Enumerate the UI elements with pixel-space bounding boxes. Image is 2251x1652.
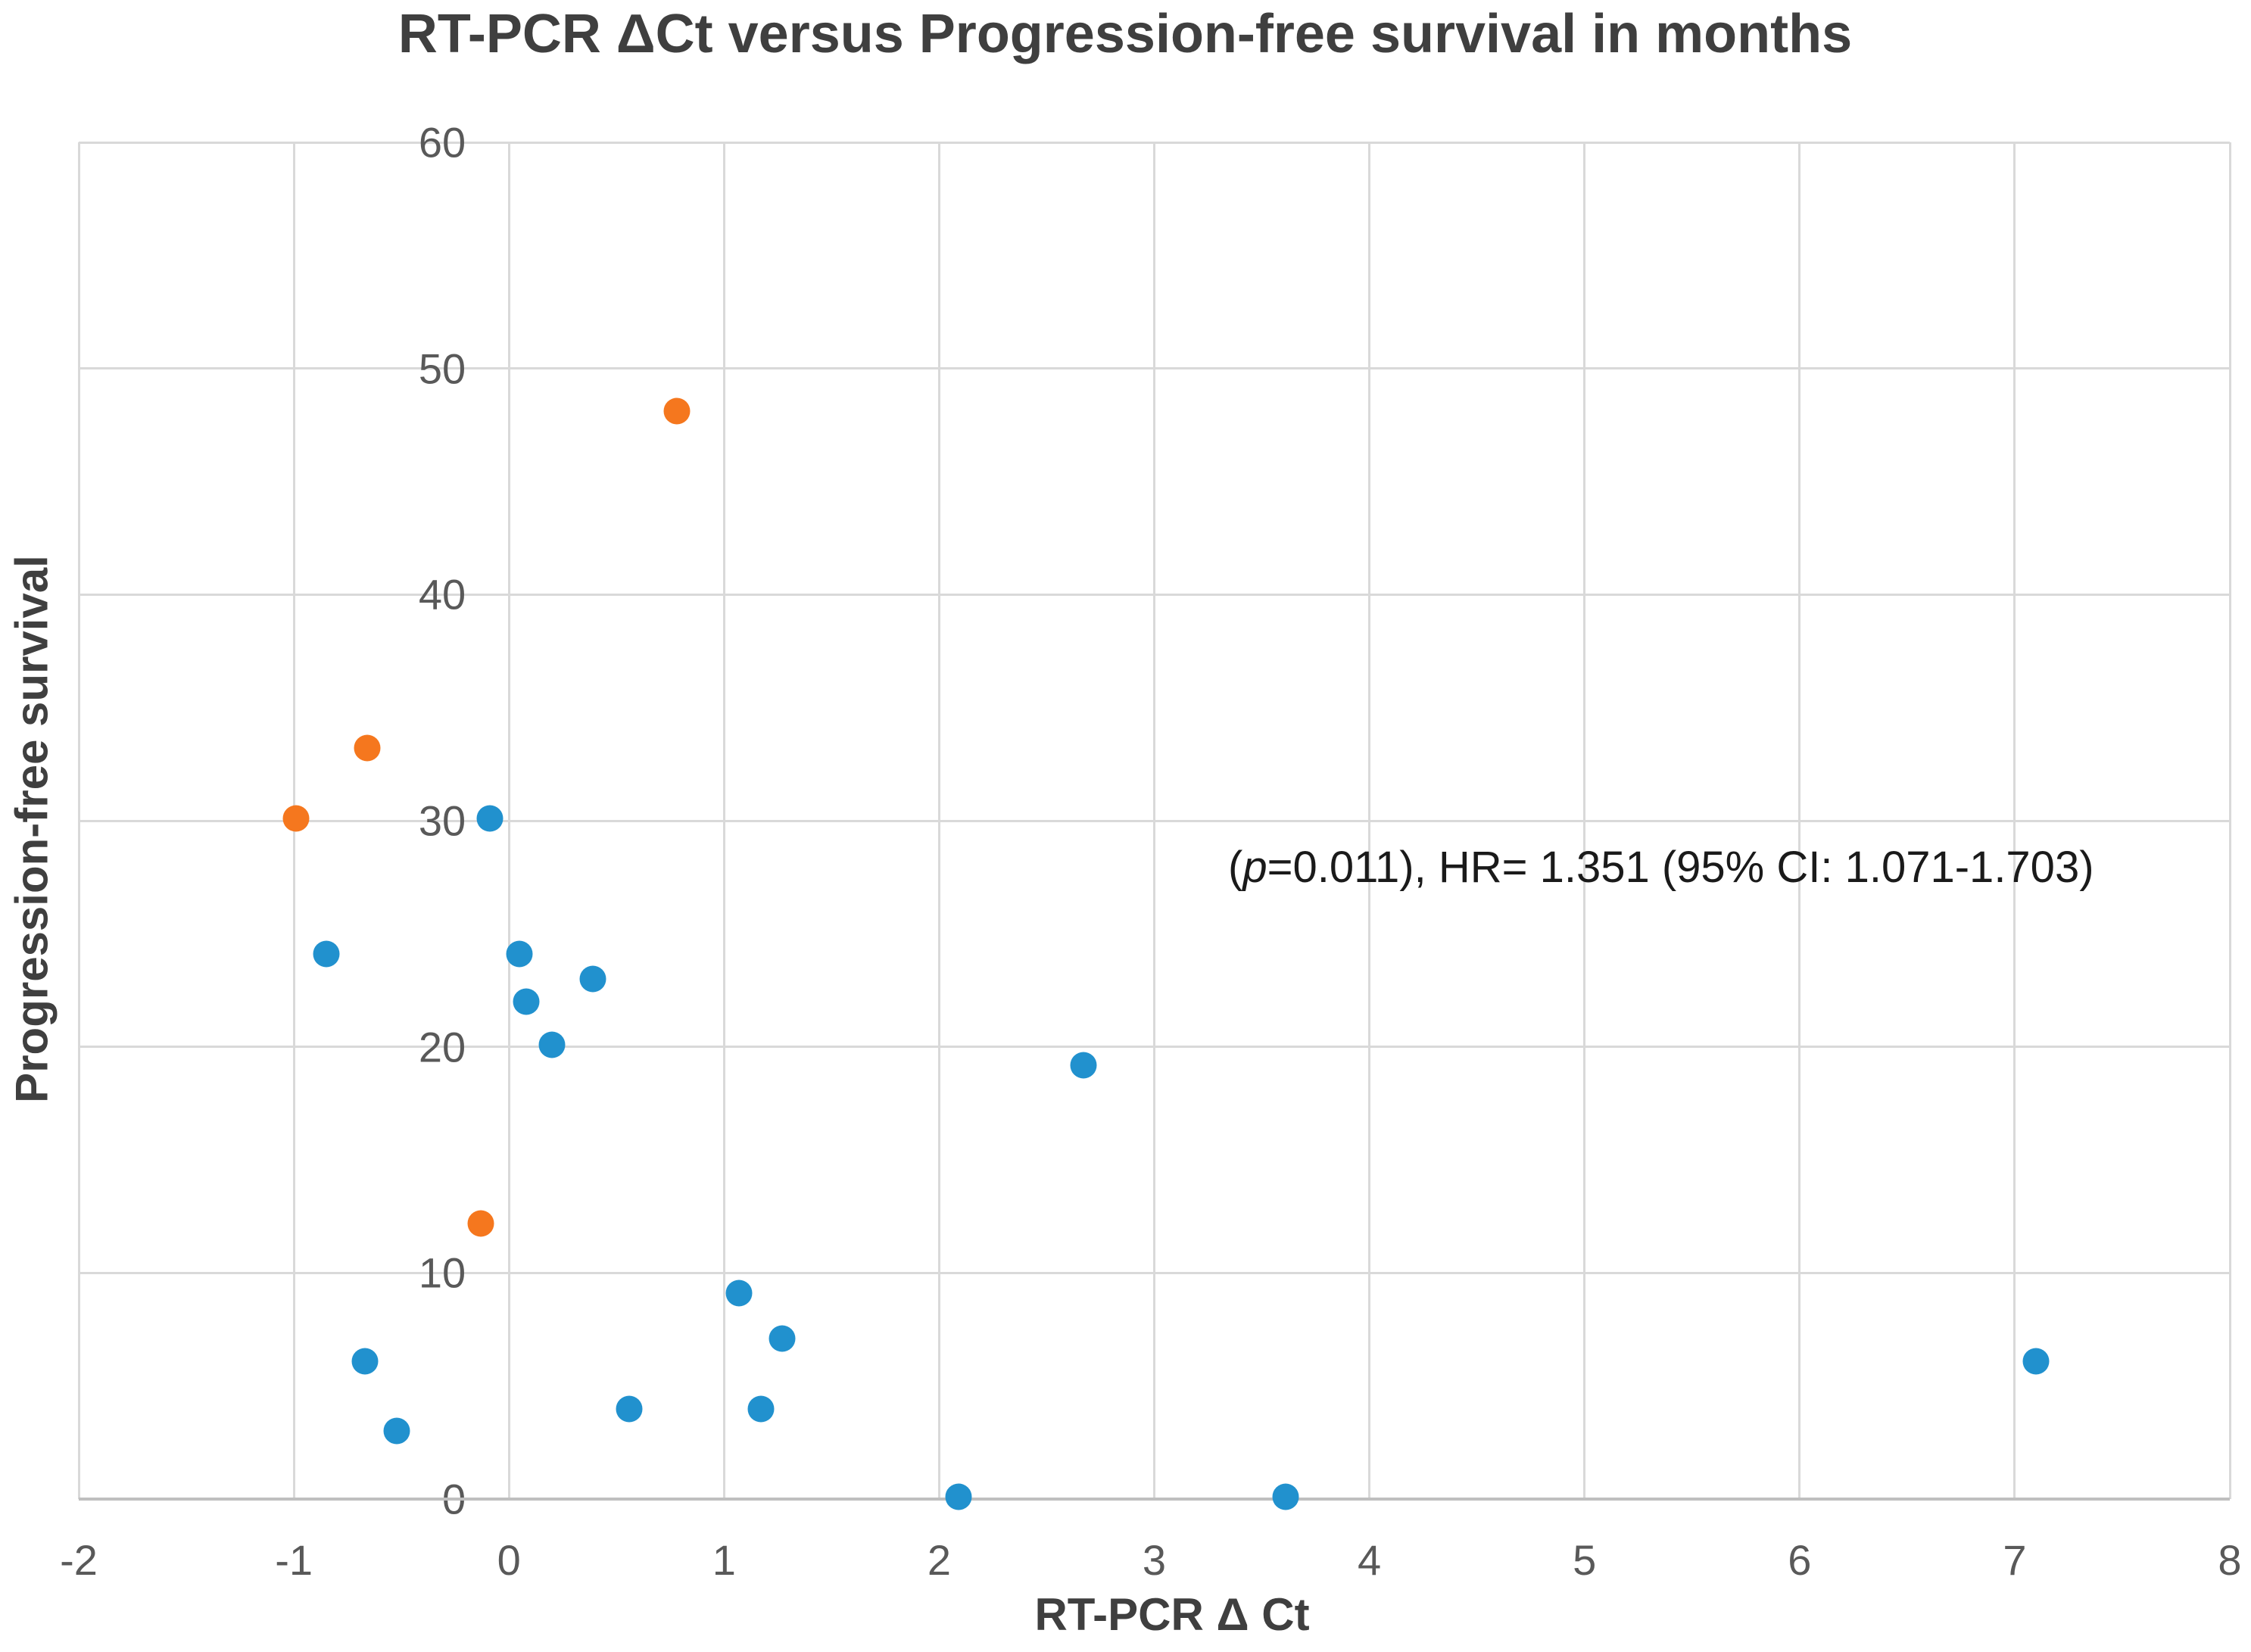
- y-axis-tick-label: 30: [418, 796, 466, 845]
- horizontal-gridline: [79, 141, 2230, 144]
- blue-data-point: [1070, 1052, 1097, 1079]
- horizontal-gridline: [79, 367, 2230, 370]
- y-axis-title: Progression-free survival: [6, 555, 58, 1103]
- blue-data-point: [313, 940, 340, 968]
- blue-data-point: [747, 1395, 775, 1423]
- horizontal-gridline: [79, 819, 2230, 822]
- y-axis-tick-label: 60: [418, 118, 466, 167]
- y-axis-tick-label: 40: [418, 570, 466, 619]
- blue-data-point: [351, 1348, 379, 1375]
- x-axis-tick-label: 0: [497, 1536, 521, 1584]
- y-axis-tick-label: 10: [418, 1248, 466, 1297]
- x-axis-tick-label: 8: [2218, 1536, 2242, 1584]
- chart-title: RT-PCR ΔCt versus Progression-free survi…: [398, 4, 1853, 64]
- orange-data-point: [354, 734, 381, 762]
- blue-data-point: [513, 988, 540, 1015]
- x-axis-tick-label: 6: [1788, 1536, 1812, 1584]
- blue-data-point: [2022, 1348, 2050, 1375]
- stats-annotation: (p=0.011), HR= 1.351 (95% CI: 1.071-1.70…: [1228, 842, 2094, 893]
- x-axis-tick-label: 5: [1573, 1536, 1597, 1584]
- annotation-p-variable: p: [1242, 843, 1267, 892]
- y-axis-tick-label: 20: [418, 1023, 466, 1071]
- x-axis-line: [79, 1498, 2230, 1501]
- x-axis-tick-label: -1: [275, 1536, 313, 1584]
- x-axis-tick-label: 2: [927, 1536, 951, 1584]
- blue-data-point: [725, 1280, 753, 1307]
- x-axis-title: RT-PCR Δ Ct: [1034, 1589, 1310, 1640]
- y-axis-tick-label: 50: [418, 344, 466, 393]
- x-axis-tick-label: 3: [1142, 1536, 1167, 1584]
- x-axis-tick-label: 7: [2003, 1536, 2027, 1584]
- annotation-stats-text: =0.011), HR= 1.351 (95% CI: 1.071-1.703): [1267, 843, 2094, 892]
- blue-data-point: [616, 1395, 643, 1423]
- orange-data-point: [663, 397, 691, 425]
- blue-data-point: [476, 805, 504, 832]
- vertical-gridline: [2228, 142, 2231, 1499]
- blue-data-point: [579, 965, 606, 993]
- blue-data-point: [945, 1483, 972, 1510]
- annotation-open-paren: (: [1228, 843, 1243, 892]
- horizontal-gridline: [79, 1271, 2230, 1274]
- blue-data-point: [538, 1031, 566, 1058]
- blue-data-point: [769, 1325, 796, 1352]
- x-axis-tick-label: 1: [712, 1536, 736, 1584]
- horizontal-gridline: [79, 593, 2230, 596]
- orange-data-point: [467, 1210, 494, 1237]
- blue-data-point: [506, 940, 533, 968]
- blue-data-point: [383, 1417, 410, 1445]
- x-axis-tick-label: 4: [1358, 1536, 1382, 1584]
- horizontal-gridline: [79, 1046, 2230, 1049]
- x-axis-tick-label: -2: [60, 1536, 98, 1584]
- blue-data-point: [1272, 1483, 1299, 1510]
- orange-data-point: [282, 805, 310, 832]
